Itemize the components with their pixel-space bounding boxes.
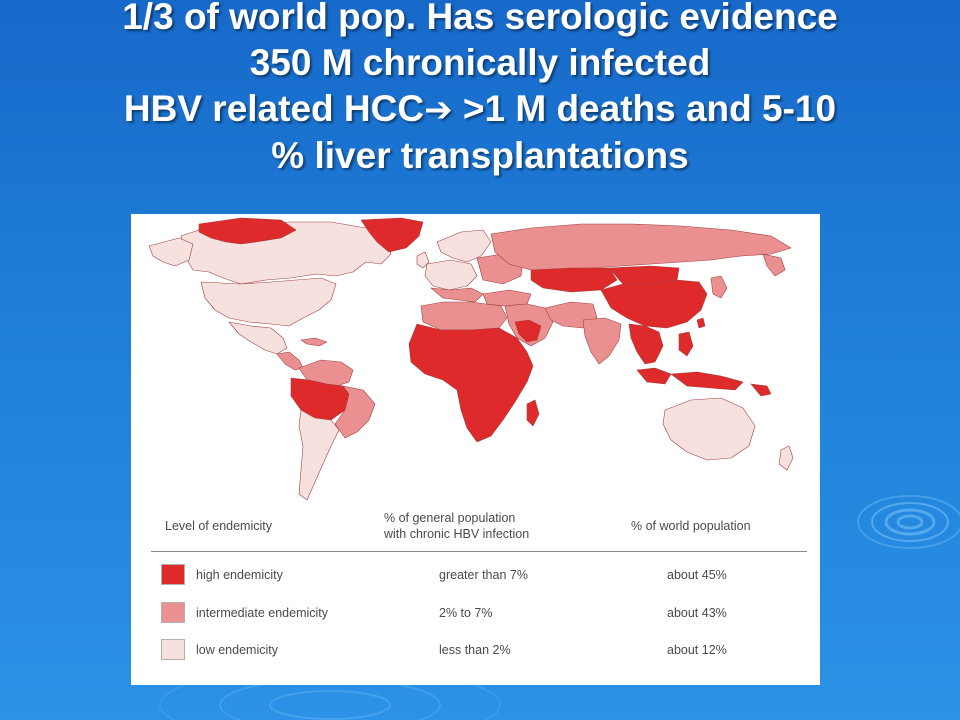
- legend-swatch-high: [161, 564, 185, 585]
- title-line-3: HBV related HCC➔ >1 M deaths and 5-10: [20, 86, 940, 133]
- map-region-northern-europe: [436, 229, 492, 263]
- map-region-taiwan: [696, 317, 706, 329]
- map-region-southern-cone: [298, 409, 340, 501]
- map-region-central-asia: [530, 267, 618, 293]
- map-region-pacific-islands: [750, 383, 772, 397]
- map-region-caribbean: [300, 337, 328, 347]
- legend-row-population: 2% to 7%: [439, 606, 493, 620]
- map-region-korea-japan: [710, 275, 728, 299]
- map-region-mexico: [228, 321, 288, 355]
- map-region-australia: [662, 397, 756, 461]
- map-region-new-zealand: [778, 445, 794, 471]
- map-region-alaska: [148, 237, 194, 267]
- legend-row-intermediate: intermediate endemicity 2% to 7% about 4…: [151, 602, 807, 626]
- legend-swatch-intermediate: [161, 602, 185, 623]
- map-region-russia: [490, 223, 792, 271]
- legend-row-level: low endemicity: [196, 643, 278, 657]
- legend-header-level: Level of endemicity: [165, 519, 273, 533]
- legend-row-world: about 45%: [667, 568, 727, 582]
- endemicity-legend: Level of endemicity % of general populat…: [151, 510, 807, 670]
- world-map: [148, 217, 794, 501]
- map-region-greenland: [360, 217, 424, 253]
- legend-header-population-line1: % of general population: [384, 511, 516, 525]
- map-region-uk: [416, 251, 430, 269]
- right-arrow-icon: ➔: [424, 91, 453, 129]
- map-region-india: [582, 317, 622, 365]
- legend-header-population-line2: with chronic HBV infection: [384, 527, 530, 541]
- legend-row-high: high endemicity greater than 7% about 45…: [151, 564, 807, 588]
- map-region-indonesia-east: [670, 371, 744, 391]
- title-line-4: % liver transplantations: [271, 135, 689, 176]
- map-region-saudi-arabia: [514, 319, 542, 343]
- legend-row-level: intermediate endemicity: [196, 606, 329, 620]
- legend-row-low: low endemicity less than 2% about 12%: [151, 639, 807, 663]
- legend-row-world: about 43%: [667, 606, 727, 620]
- map-region-southern-europe: [430, 287, 484, 303]
- map-region-indonesia-west: [636, 367, 672, 385]
- legend-row-population: greater than 7%: [439, 568, 528, 582]
- map-region-western-europe: [424, 259, 478, 291]
- legend-header-world: % of world population: [631, 519, 751, 533]
- map-region-sub-saharan-africa: [408, 323, 534, 443]
- map-region-central-america: [276, 351, 304, 371]
- legend-header-population: % of general population with chronic HBV…: [384, 510, 614, 542]
- slide-title: 1/3 of world pop. Has serologic evidence…: [20, 0, 940, 179]
- map-region-madagascar: [526, 399, 540, 427]
- map-region-china: [600, 279, 708, 329]
- title-line-3-prefix: HBV related HCC: [123, 88, 425, 129]
- title-line-2: 350 M chronically infected: [249, 42, 711, 83]
- map-region-turkey-caucasus: [482, 289, 532, 307]
- legend-row-world: about 12%: [667, 643, 727, 657]
- title-line-3-text: >1 M deaths and 5-10: [462, 88, 837, 129]
- map-region-north-africa: [420, 301, 508, 331]
- title-line-1: 1/3 of world pop. Has serologic evidence: [122, 0, 838, 37]
- legend-divider: [151, 551, 807, 552]
- map-region-arctic-canada: [198, 217, 297, 245]
- map-region-usa: [200, 277, 337, 327]
- legend-row-level: high endemicity: [196, 568, 283, 582]
- legend-row-population: less than 2%: [439, 643, 511, 657]
- hbv-endemicity-figure: Level of endemicity % of general populat…: [131, 214, 820, 685]
- map-region-philippines: [678, 331, 694, 357]
- map-region-kamchatka: [762, 253, 786, 277]
- map-region-brazil-east: [334, 385, 376, 439]
- legend-swatch-low: [161, 639, 185, 660]
- map-region-southeast-asia: [628, 323, 664, 365]
